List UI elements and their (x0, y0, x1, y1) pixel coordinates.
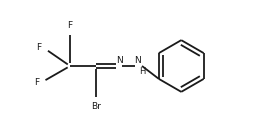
Text: F: F (37, 43, 42, 52)
Text: F: F (68, 22, 73, 30)
Text: Br: Br (91, 102, 101, 111)
Text: N: N (116, 56, 123, 65)
Text: F: F (34, 78, 39, 87)
Text: H: H (139, 67, 145, 76)
Text: N: N (135, 56, 141, 65)
